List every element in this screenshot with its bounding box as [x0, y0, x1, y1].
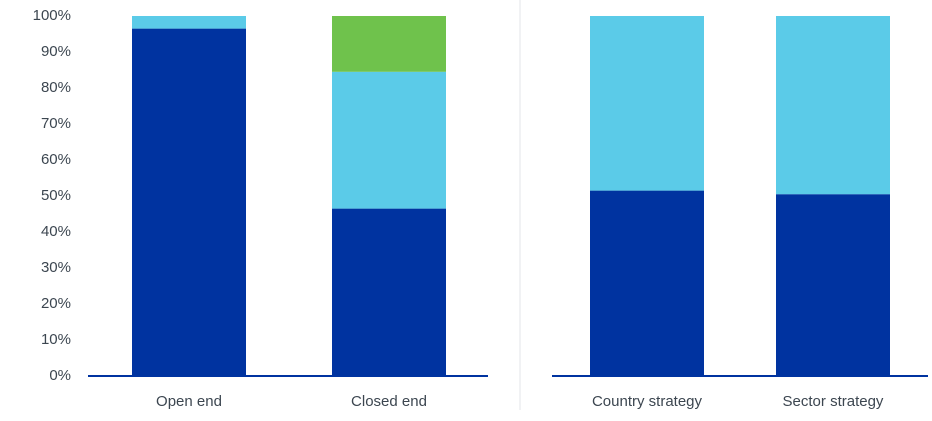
bar-segment	[590, 190, 704, 376]
bar-segment	[776, 16, 890, 195]
panel-1: Open end Closed end	[88, 16, 488, 410]
y-tick-label: 70%	[41, 115, 71, 132]
x-tick-label: Sector strategy	[783, 393, 884, 410]
chart-panels: Open end Closed end Country strategy Sector…	[88, 0, 928, 410]
bar-segment	[132, 16, 246, 29]
y-tick-label: 40%	[41, 223, 71, 240]
y-tick-label: 0%	[49, 367, 71, 384]
y-tick-label: 80%	[41, 79, 71, 96]
bar-segment	[332, 71, 446, 209]
panel-2: Country strategy Sector strategy	[552, 16, 928, 410]
y-tick-label: 90%	[41, 43, 71, 60]
bar-segment	[590, 16, 704, 191]
y-tick-label: 100%	[33, 7, 71, 24]
bar-segment	[776, 194, 890, 376]
x-tick-label: Closed end	[351, 393, 427, 410]
y-tick-label: 10%	[41, 331, 71, 348]
y-tick-label: 20%	[41, 295, 71, 312]
y-axis: 0% 10% 20% 30% 40% 50% 60% 70% 80% 90% 100%	[33, 7, 71, 384]
y-tick-label: 50%	[41, 187, 71, 204]
x-tick-label: Open end	[156, 393, 222, 410]
y-tick-label: 30%	[41, 259, 71, 276]
x-tick-label: Country strategy	[592, 393, 703, 410]
y-tick-label: 60%	[41, 151, 71, 168]
bar-segment	[332, 16, 446, 72]
bar-segment	[332, 208, 446, 376]
bar-segment	[132, 28, 246, 376]
